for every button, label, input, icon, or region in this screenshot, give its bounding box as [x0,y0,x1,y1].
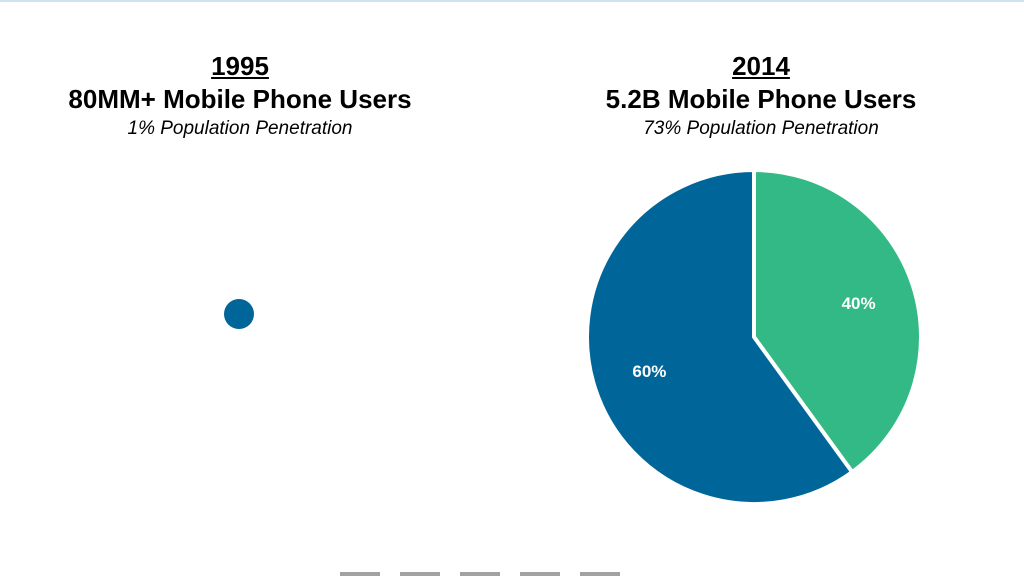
panel-2014-users: 5.2B Mobile Phone Users [605,84,917,114]
pie-1995 [224,299,254,329]
top-divider [0,0,1024,2]
cutoff-source-line [340,568,640,576]
panel-2014-year: 2014 [732,51,790,81]
pie-slice-1-1 [585,168,855,506]
panel-1995-penetration: 1% Population Penetration [127,118,353,139]
pie-2014: 40% 60% [585,168,923,506]
pie-label-1-0: 40% [842,294,876,313]
panel-1995-users: 80MM+ Mobile Phone Users [68,84,412,114]
pie-slice-0-0 [224,299,254,329]
panel-2014-penetration: 73% Population Penetration [643,118,879,139]
panel-1995-year: 1995 [211,51,269,81]
panel-1995-header: 1995 80MM+ Mobile Phone Users 1% Populat… [0,50,480,142]
pie-slice-1-0 [752,168,923,475]
pie-label-1-1: 60% [632,362,666,381]
panel-2014-header: 2014 5.2B Mobile Phone Users 73% Populat… [521,50,1001,142]
